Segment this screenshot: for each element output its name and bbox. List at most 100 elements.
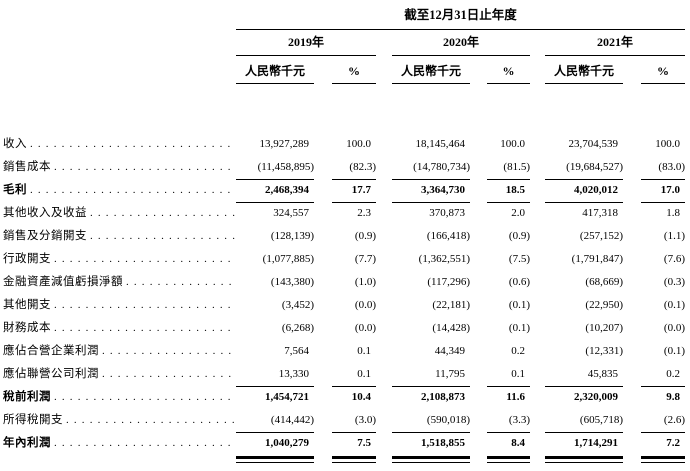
- table-row: 其他開支 (3,452) (0.0) (22,181) (0.1) (22,95…: [2, 294, 690, 317]
- table-title-row: 截至12月31日止年度: [2, 0, 690, 30]
- column-gap: [470, 133, 487, 156]
- percent-header: %: [641, 56, 685, 84]
- row-label: 其他收入及收益: [3, 207, 87, 219]
- amount-cell-2020: (14,780,734): [392, 156, 470, 180]
- amount-cell-2019: (6,268): [281, 322, 314, 334]
- amount-cell-2019: (3,452): [281, 299, 314, 311]
- column-gap: [470, 363, 487, 387]
- row-label: 財務成本: [3, 322, 51, 334]
- table-row: 稅前利潤 1,454,721 10.4 2,108,873 11.6 2,320…: [2, 386, 690, 409]
- amount-cell-2020: 44,349: [434, 345, 465, 357]
- percent-cell-2019: 0.1: [357, 345, 371, 357]
- percent-header: %: [487, 56, 530, 84]
- table-row: 銷售成本 (11,458,895) (82.3) (14,780,734) (8…: [2, 156, 690, 180]
- column-gap: [376, 294, 392, 317]
- table-row: 應佔聯營公司利潤 13,330 0.1 11,795 0.1 45,835 0.…: [2, 363, 690, 387]
- row-label: 銷售及分銷開支: [3, 230, 87, 242]
- percent-cell-2020: 8.4: [511, 437, 525, 449]
- table-row: 毛利 2,468,394 17.7 3,364,730 18.5 4,020,0…: [2, 179, 690, 203]
- percent-cell-2019: 2.3: [357, 207, 371, 219]
- row-label-cell: 毛利: [2, 179, 236, 203]
- double-rule: [487, 456, 530, 463]
- amount-cell-2020: (117,296): [427, 276, 470, 288]
- column-gap: [470, 432, 487, 455]
- column-gap: [376, 202, 392, 225]
- percent-cell-2021: 9.8: [666, 391, 680, 403]
- subheader-row: 人民幣千元 % 人民幣千元 % 人民幣千元 %: [2, 56, 690, 84]
- column-gap: [470, 294, 487, 317]
- column-gap: [623, 271, 641, 294]
- percent-cell-2019: (7.7): [354, 253, 376, 265]
- column-gap: [470, 317, 487, 340]
- column-gap: [623, 133, 641, 156]
- amount-cell-2020: (590,018): [392, 409, 470, 433]
- amount-cell-2020: (22,181): [432, 299, 470, 311]
- column-gap: [623, 225, 641, 248]
- column-gap: [530, 294, 545, 317]
- column-gap: [470, 386, 487, 409]
- amount-cell-2021: (10,207): [585, 322, 623, 334]
- column-gap: [530, 248, 545, 271]
- amount-cell-2021: 45,835: [545, 363, 623, 387]
- year-header-row: 2019年 2020年 2021年: [2, 30, 690, 56]
- dot-leader: [54, 386, 236, 409]
- column-gap: [623, 248, 641, 271]
- column-gap: [530, 409, 545, 433]
- amount-cell-2019: (128,139): [270, 230, 314, 242]
- percent-cell-2021: (2.6): [641, 409, 685, 433]
- row-label-cell: 銷售及分銷開支: [2, 225, 236, 248]
- column-gap: [530, 225, 545, 248]
- percent-cell-2019: 0.1: [332, 363, 376, 387]
- percent-cell-2020: 0.2: [511, 345, 525, 357]
- column-gap: [314, 248, 332, 271]
- percent-cell-2020: 2.0: [511, 207, 525, 219]
- table-row: 收入 13,927,289 100.0 18,145,464 100.0 23,…: [2, 133, 690, 156]
- row-label: 金融資產減值虧損淨額: [3, 276, 123, 288]
- percent-cell-2020: (0.9): [508, 230, 530, 242]
- row-label-cell: 行政開支: [2, 248, 236, 271]
- column-gap: [470, 225, 487, 248]
- column-gap: [623, 363, 641, 387]
- amount-cell-2020: 2,108,873: [421, 391, 465, 403]
- column-gap: [314, 156, 332, 180]
- column-gap: [530, 202, 545, 225]
- column-gap: [623, 156, 641, 180]
- column-gap: [376, 432, 392, 455]
- amount-cell-2021: 1,714,291: [574, 437, 618, 449]
- percent-cell-2021: (0.1): [663, 299, 685, 311]
- dot-leader: [126, 271, 236, 294]
- percent-cell-2020: (3.3): [487, 409, 530, 433]
- table-row: 銷售及分銷開支 (128,139) (0.9) (166,418) (0.9) …: [2, 225, 690, 248]
- amount-cell-2019: 2,468,394: [236, 179, 314, 203]
- column-gap: [376, 179, 392, 203]
- amount-cell-2019: 13,927,289: [259, 138, 310, 150]
- column-gap: [314, 294, 332, 317]
- amount-cell-2020: 11,795: [392, 363, 470, 387]
- percent-cell-2020: (81.5): [487, 156, 530, 180]
- percent-cell-2021: 1.8: [666, 207, 680, 219]
- dot-leader: [30, 179, 236, 202]
- percent-cell-2019: (1.0): [354, 276, 376, 288]
- column-gap: [623, 432, 641, 455]
- amount-cell-2019: 1,040,279: [265, 437, 309, 449]
- row-label: 應佔合營企業利潤: [3, 345, 99, 357]
- percent-header: %: [332, 56, 376, 84]
- percent-cell-2020: (0.6): [508, 276, 530, 288]
- table-row: 所得稅開支 (414,442) (3.0) (590,018) (3.3) (6…: [2, 409, 690, 433]
- percent-cell-2020: 100.0: [500, 138, 525, 150]
- percent-cell-2019: (0.0): [354, 322, 376, 334]
- amount-cell-2019: (143,380): [270, 276, 314, 288]
- row-label: 所得稅開支: [3, 414, 63, 426]
- double-rule: [545, 456, 623, 463]
- amount-cell-2019: 7,564: [284, 345, 309, 357]
- dot-leader: [102, 363, 236, 386]
- percent-cell-2019: 10.4: [351, 391, 371, 403]
- column-gap: [376, 386, 392, 409]
- row-label: 毛利: [3, 184, 27, 196]
- row-label: 應佔聯營公司利潤: [3, 368, 99, 380]
- amount-cell-2020: (166,418): [426, 230, 470, 242]
- dot-leader: [54, 248, 236, 271]
- amount-cell-2020: 1,518,855: [421, 437, 465, 449]
- table-row: 年內利潤 1,040,279 7.5 1,518,855 8.4 1,714,2…: [2, 432, 690, 455]
- row-label-cell: 應佔合營企業利潤: [2, 340, 236, 363]
